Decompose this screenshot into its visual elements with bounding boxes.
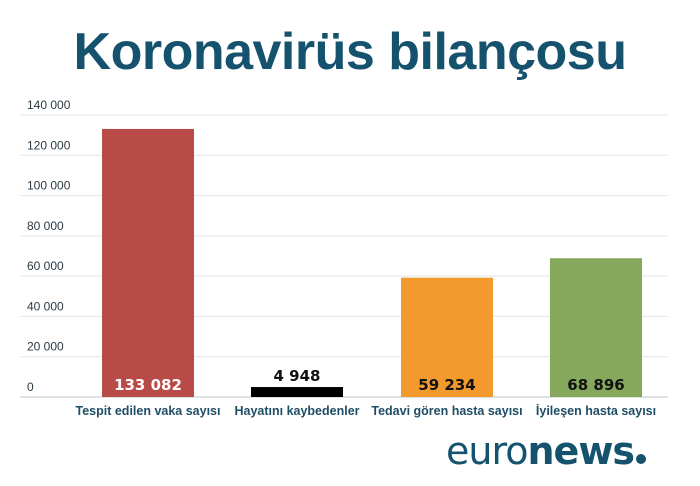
page-title: Koronavirüs bilançosu [73, 23, 627, 81]
x-tick-label: İyileşen hasta sayısı [536, 403, 656, 418]
x-axis-ticks: Tespit edilen vaka sayısı Hayatını kaybed… [76, 403, 657, 418]
bars [102, 128, 642, 398]
data-label: 4 948 [274, 367, 321, 385]
data-label: 68 896 [567, 376, 624, 394]
x-tick-label: Tedavi gören hasta sayısı [371, 404, 522, 418]
y-tick-label: 60 000 [27, 259, 64, 273]
logo-text-euro: euro [446, 429, 528, 473]
bar [251, 387, 343, 397]
data-label: 133 082 [114, 376, 182, 394]
y-tick-label: 40 000 [27, 299, 64, 313]
y-tick-label: 140 000 [27, 98, 71, 112]
y-tick-label: 20 000 [27, 340, 64, 354]
data-labels: 133 082 4 948 59 234 68 896 [114, 367, 625, 394]
y-axis-ticks: 0 20 000 40 000 60 000 80 000 100 000 120 000 1… [27, 98, 71, 394]
y-tick-label: 120 000 [27, 138, 71, 152]
y-tick-label: 80 000 [27, 219, 64, 233]
x-tick-label: Tespit edilen vaka sayısı [76, 404, 221, 418]
x-tick-label: Hayatını kaybedenler [234, 404, 359, 418]
logo-text-news: news [527, 429, 636, 473]
y-tick-label: 100 000 [27, 179, 71, 193]
bar [102, 128, 194, 398]
euronews-logo: euronews [446, 429, 647, 473]
y-tick-label: 0 [27, 380, 34, 394]
bar [550, 258, 642, 397]
logo-dot [636, 454, 647, 464]
data-label: 59 234 [418, 376, 475, 394]
bar [401, 277, 493, 397]
